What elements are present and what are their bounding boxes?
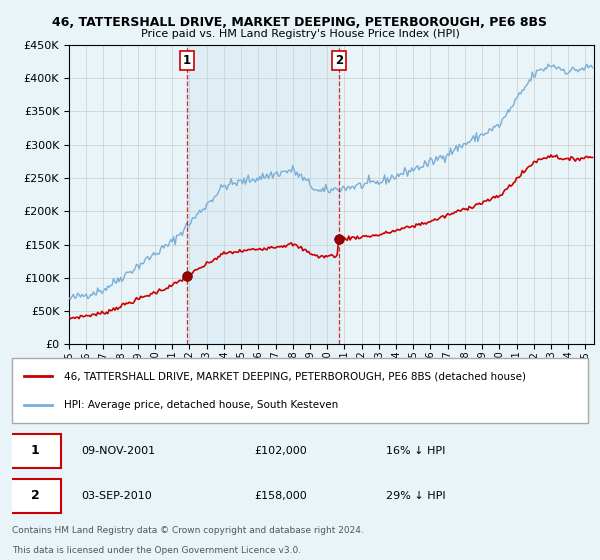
Text: 46, TATTERSHALL DRIVE, MARKET DEEPING, PETERBOROUGH, PE6 8BS: 46, TATTERSHALL DRIVE, MARKET DEEPING, P… (53, 16, 548, 29)
Text: £158,000: £158,000 (254, 491, 307, 501)
Text: 2: 2 (335, 54, 343, 67)
Text: 1: 1 (183, 54, 191, 67)
Text: 29% ↓ HPI: 29% ↓ HPI (386, 491, 446, 501)
Text: 1: 1 (31, 445, 40, 458)
Text: £102,000: £102,000 (254, 446, 307, 456)
Text: 09-NOV-2001: 09-NOV-2001 (81, 446, 155, 456)
Text: 03-SEP-2010: 03-SEP-2010 (81, 491, 152, 501)
FancyBboxPatch shape (9, 479, 61, 513)
Bar (187, 45, 339, 344)
FancyBboxPatch shape (9, 434, 61, 468)
Text: Contains HM Land Registry data © Crown copyright and database right 2024.: Contains HM Land Registry data © Crown c… (12, 526, 364, 535)
Text: HPI: Average price, detached house, South Kesteven: HPI: Average price, detached house, Sout… (64, 400, 338, 410)
Text: This data is licensed under the Open Government Licence v3.0.: This data is licensed under the Open Gov… (12, 545, 301, 555)
FancyBboxPatch shape (12, 358, 588, 423)
Text: 16% ↓ HPI: 16% ↓ HPI (386, 446, 446, 456)
Text: 2: 2 (31, 489, 40, 502)
Text: 46, TATTERSHALL DRIVE, MARKET DEEPING, PETERBOROUGH, PE6 8BS (detached house): 46, TATTERSHALL DRIVE, MARKET DEEPING, P… (64, 371, 526, 381)
Text: Price paid vs. HM Land Registry's House Price Index (HPI): Price paid vs. HM Land Registry's House … (140, 29, 460, 39)
